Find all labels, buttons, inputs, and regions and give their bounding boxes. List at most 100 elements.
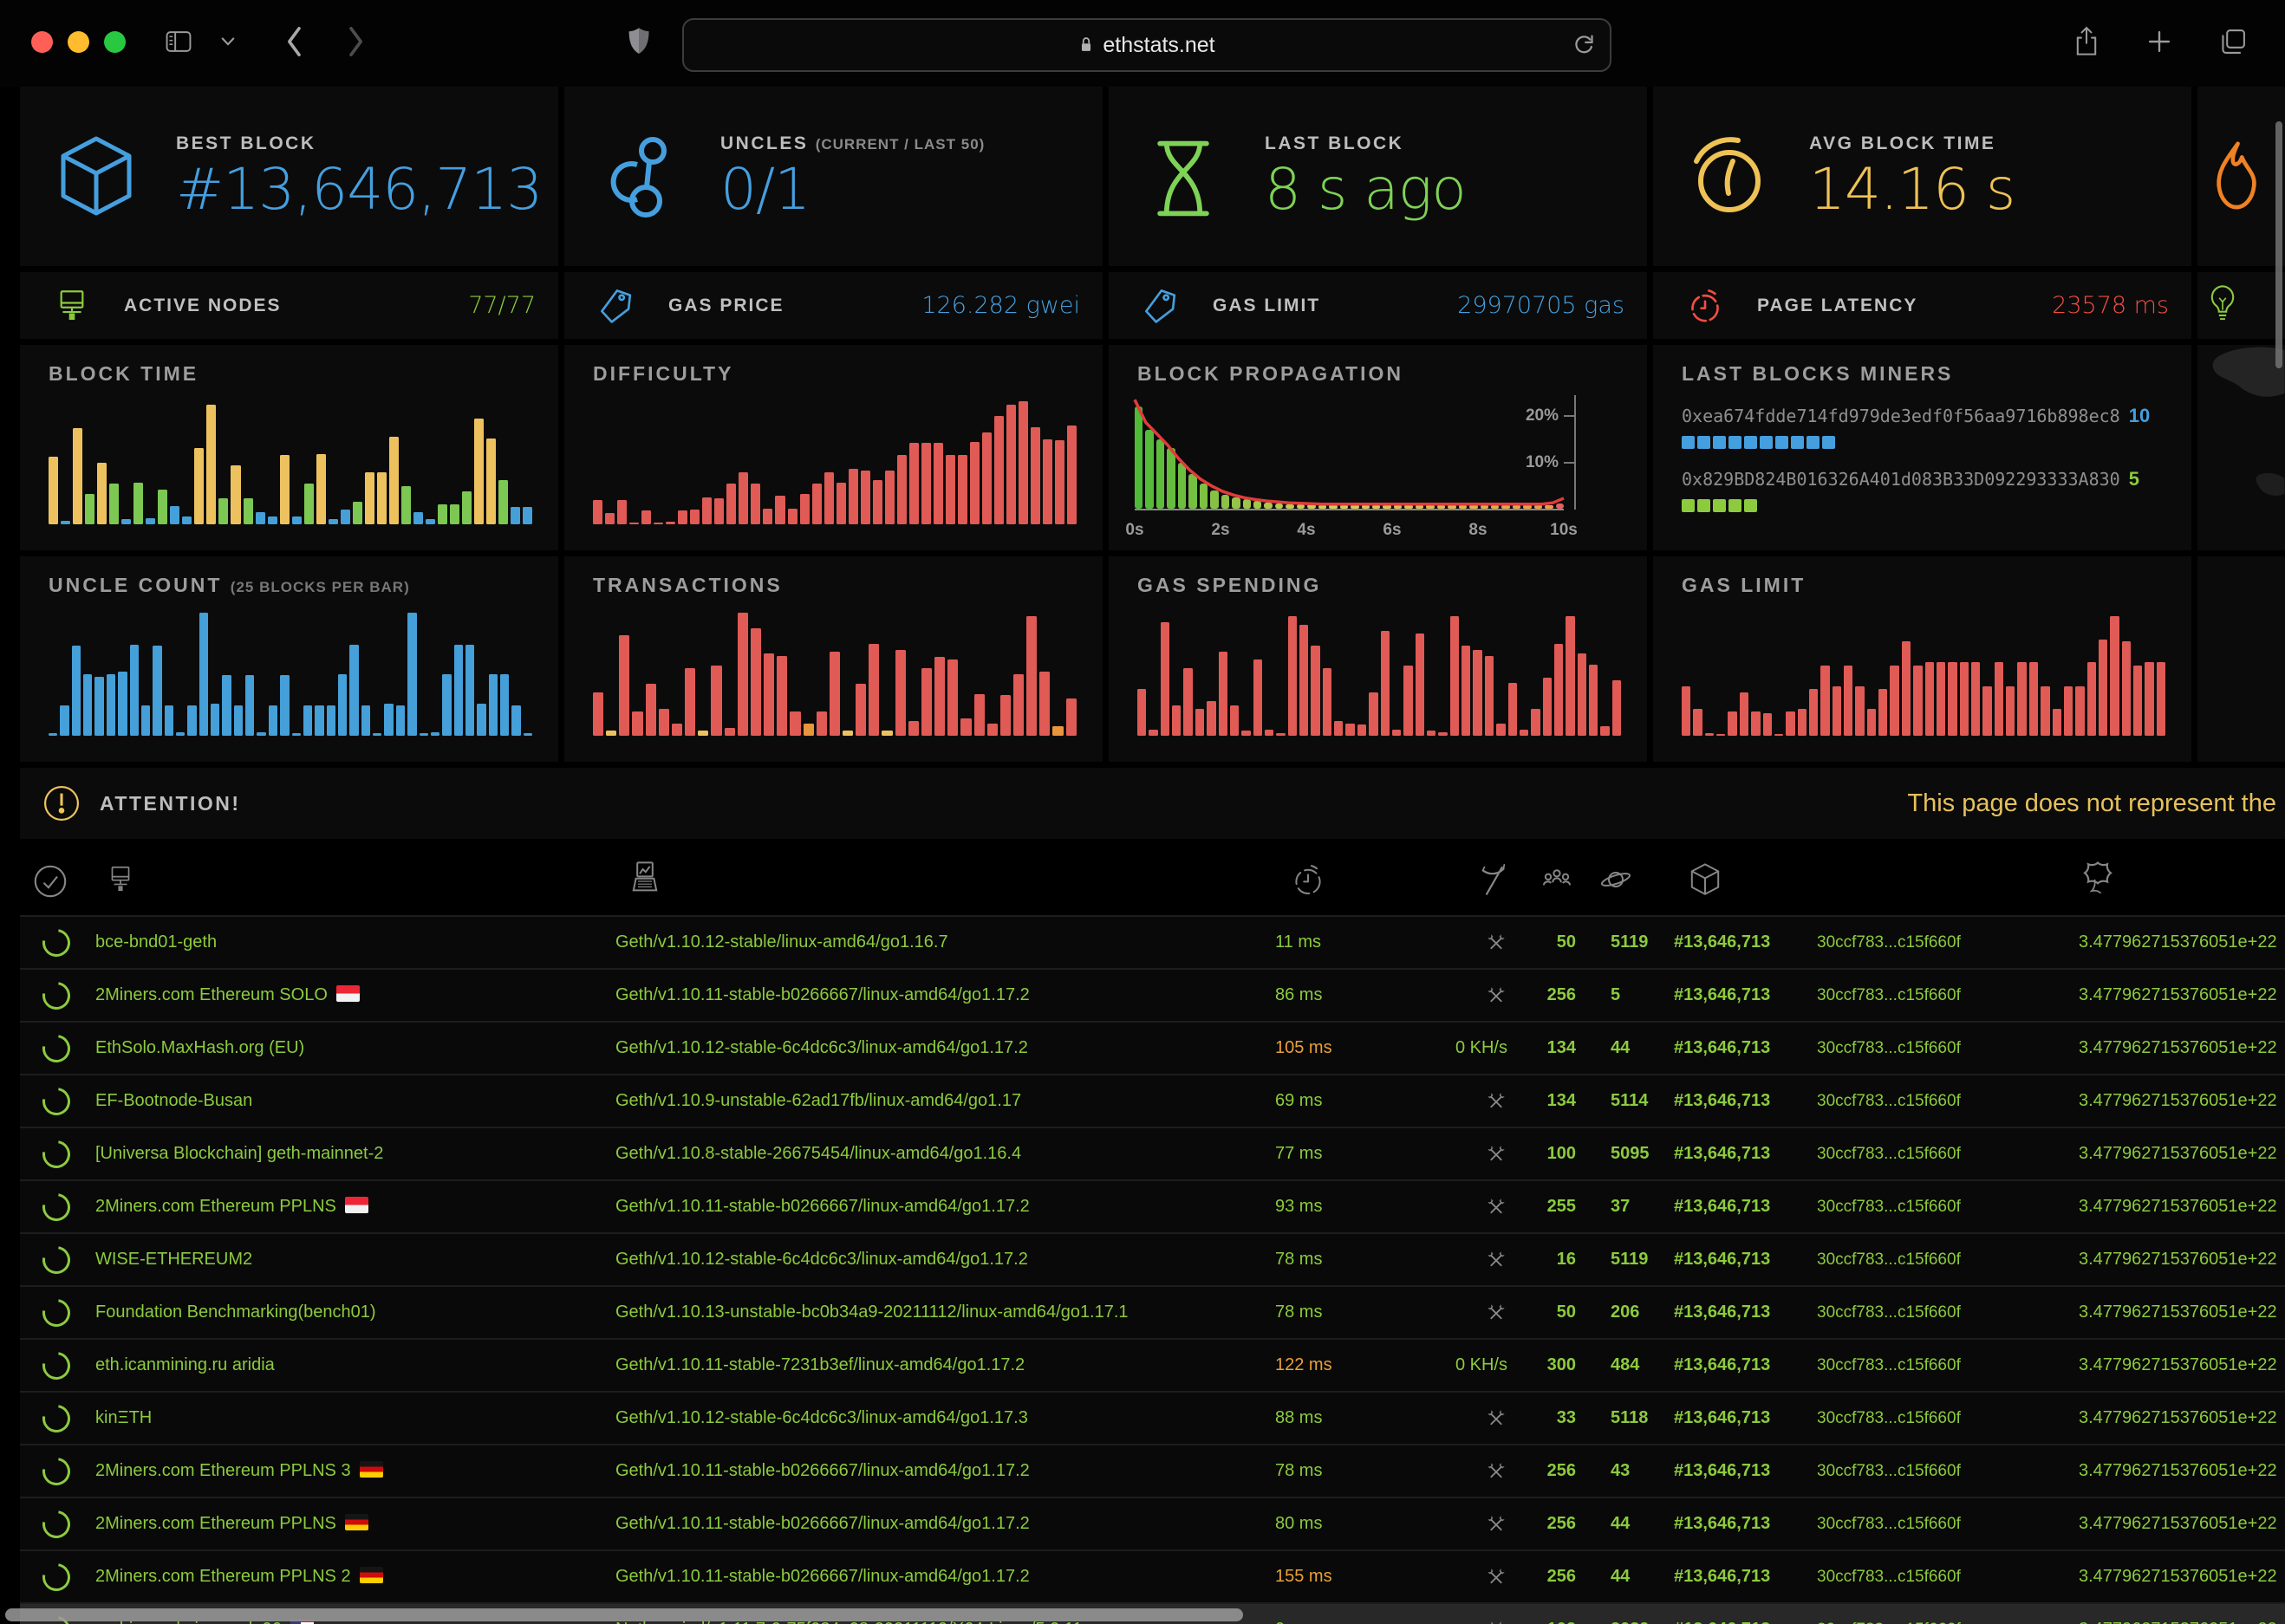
node-block-hash[interactable]: 30ccf783...c15f660f: [1817, 1091, 1961, 1110]
close-window-button[interactable]: [31, 31, 53, 53]
propagation-bar: [1371, 504, 1381, 509]
vertical-scrollbar[interactable]: [2275, 121, 2282, 368]
table-row[interactable]: 2Miners.com Ethereum PPLNS Geth/v1.10.11-…: [20, 1179, 2285, 1232]
block-icon: [1688, 861, 1722, 898]
node-block-hash[interactable]: 30ccf783...c15f660f: [1817, 1567, 1961, 1586]
node-name[interactable]: EthSolo.MaxHash.org (EU): [95, 1038, 305, 1057]
chart-bar: [1183, 667, 1193, 736]
chart-bar: [1484, 655, 1494, 736]
chart-title: UNCLE COUNT (25 BLOCKS PER BAR): [49, 574, 410, 596]
table-row[interactable]: eth.icanmining.ru aridia Geth/v1.10.11-st…: [20, 1338, 2285, 1391]
node-name[interactable]: 2Miners.com Ethereum PPLNS: [92, 1197, 612, 1217]
node-name[interactable]: EF-Bootnode-Busan: [95, 1091, 253, 1110]
node-block-hash[interactable]: 30ccf783...c15f660f: [1817, 1197, 1961, 1216]
chart-bar: [465, 644, 475, 736]
forward-button[interactable]: [345, 24, 368, 59]
table-row[interactable]: 2Miners.com Ethereum PPLNS 2 Geth/v1.10.1…: [20, 1549, 2285, 1602]
table-row[interactable]: Foundation Benchmarking(bench01) Geth/v1.…: [20, 1285, 2285, 1338]
node-name[interactable]: 2Miners.com Ethereum SOLO: [92, 985, 612, 1005]
chart-bar: [60, 705, 69, 736]
table-row[interactable]: 2Miners.com Ethereum SOLO Geth/v1.10.11-s…: [20, 968, 2285, 1021]
chart-bar: [97, 463, 107, 524]
table-row[interactable]: [Universa Blockchain] geth-mainnet-2 Geth…: [20, 1127, 2285, 1179]
address-bar[interactable]: ethstats.net: [682, 18, 1611, 72]
chart-bar: [842, 731, 854, 736]
chart-bar: [1065, 698, 1077, 736]
chart-bar: [803, 723, 814, 736]
table-row[interactable]: kinΞTH Geth/v1.10.12-stable-6c4dc6c3/linu…: [20, 1391, 2285, 1444]
node-block-hash[interactable]: 30ccf783...c15f660f: [1817, 1144, 1961, 1163]
node-block: #13,646,713: [1674, 1091, 1771, 1110]
node-name[interactable]: 2Miners.com Ethereum PPLNS 2: [92, 1567, 612, 1587]
chart-bar: [1762, 713, 1772, 736]
miner-address[interactable]: 0x829BD824B016326A401d083B33D092293333A8…: [1682, 469, 2120, 490]
node-block-hash[interactable]: 30ccf783...c15f660f: [1817, 1355, 1961, 1374]
chart-bar: [921, 443, 931, 524]
table-row[interactable]: 2Miners.com Ethereum PPLNS 3 Geth/v1.10.1…: [20, 1444, 2285, 1497]
node-latency: 78 ms: [1275, 1302, 1323, 1322]
chart-bar: [303, 705, 313, 736]
node-name[interactable]: archivenode.io - node06: [92, 1620, 612, 1624]
node-mining: [1442, 1196, 1528, 1218]
node-pending: 44: [1611, 1038, 1631, 1057]
reload-icon[interactable]: [1572, 31, 1596, 59]
node-name[interactable]: eth.icanmining.ru aridia: [95, 1355, 275, 1374]
node-block-hash[interactable]: 30ccf783...c15f660f: [1817, 1461, 1961, 1480]
chart-bar: [908, 443, 919, 524]
table-row[interactable]: 2Miners.com Ethereum PPLNS Geth/v1.10.11-…: [20, 1497, 2285, 1549]
node-name[interactable]: WISE-ETHEREUM2: [95, 1250, 253, 1269]
chart-bar: [1866, 708, 1877, 736]
chart-bar: [170, 505, 180, 524]
chart-bar: [245, 675, 255, 736]
new-tab-icon[interactable]: [2145, 27, 2174, 56]
node-status-icon: [20, 1562, 92, 1591]
node-pending: 5119: [1611, 1250, 1649, 1269]
chart-bar: [1970, 661, 1981, 736]
node-name[interactable]: [Universa Blockchain] geth-mainnet-2: [95, 1144, 384, 1163]
chart-bar: [1542, 678, 1552, 736]
chevron-down-icon[interactable]: [220, 36, 236, 48]
privacy-shield-icon[interactable]: [626, 26, 652, 59]
node-block-hash[interactable]: 30ccf783...c15f660f: [1817, 1302, 1961, 1322]
chart-bar: [109, 484, 120, 524]
tab-overview-icon[interactable]: [2217, 27, 2249, 56]
node-block-hash[interactable]: 30ccf783...c15f660f: [1817, 1408, 1961, 1427]
stat-label: LAST BLOCK: [1265, 133, 1404, 153]
chart-bar: [1832, 686, 1842, 736]
node-latency: 78 ms: [1275, 1250, 1323, 1269]
node-block-hash[interactable]: 30ccf783...c15f660f: [1810, 1621, 2079, 1624]
table-row[interactable]: EthSolo.MaxHash.org (EU) Geth/v1.10.12-st…: [20, 1021, 2285, 1074]
sidebar-toggle-icon[interactable]: [163, 28, 194, 55]
chart-bar: [908, 720, 919, 736]
node-block-hash[interactable]: 30ccf783...c15f660f: [1817, 985, 1961, 1004]
chart-bar: [654, 523, 664, 524]
node-mining: [1442, 1460, 1528, 1483]
node-name[interactable]: bce-bnd01-geth: [95, 932, 218, 952]
table-row[interactable]: WISE-ETHEREUM2 Geth/v1.10.12-stable-6c4dc…: [20, 1232, 2285, 1285]
miner-address[interactable]: 0xea674fdde714fd979de3edf0f56aa9716b898e…: [1682, 406, 2120, 426]
chart-bar: [678, 510, 688, 524]
propagation-bar: [1177, 462, 1187, 509]
node-block-hash[interactable]: 30ccf783...c15f660f: [1817, 932, 1961, 952]
node-name[interactable]: kinΞTH: [95, 1408, 153, 1427]
chart-block-time: BLOCK TIME: [20, 345, 558, 550]
node-name[interactable]: 2Miners.com Ethereum PPLNS 3: [92, 1461, 612, 1481]
node-name[interactable]: Foundation Benchmarking(bench01): [95, 1302, 376, 1322]
back-button[interactable]: [283, 24, 305, 59]
share-icon[interactable]: [2072, 24, 2101, 59]
node-mining: [1442, 932, 1528, 954]
minimize-window-button[interactable]: [68, 31, 89, 53]
node-status-icon: [20, 1245, 92, 1274]
node-difficulty: 3.477962715376051e+22: [2079, 1302, 2277, 1322]
window-controls[interactable]: [31, 31, 126, 53]
node-name[interactable]: 2Miners.com Ethereum PPLNS: [92, 1514, 612, 1534]
node-block-hash[interactable]: 30ccf783...c15f660f: [1817, 1514, 1961, 1533]
table-row[interactable]: EF-Bootnode-Busan Geth/v1.10.9-unstable-6…: [20, 1074, 2285, 1127]
node-block-hash[interactable]: 30ccf783...c15f660f: [1817, 1038, 1961, 1057]
horizontal-scrollbar[interactable]: [5, 1608, 1243, 1621]
node-block-hash[interactable]: 30ccf783...c15f660f: [1817, 1250, 1961, 1269]
table-row[interactable]: bce-bnd01-geth Geth/v1.10.12-stable/linux…: [20, 915, 2285, 968]
propagation-bar: [1458, 504, 1468, 509]
zoom-window-button[interactable]: [104, 31, 126, 53]
chart-bar: [1553, 643, 1564, 736]
